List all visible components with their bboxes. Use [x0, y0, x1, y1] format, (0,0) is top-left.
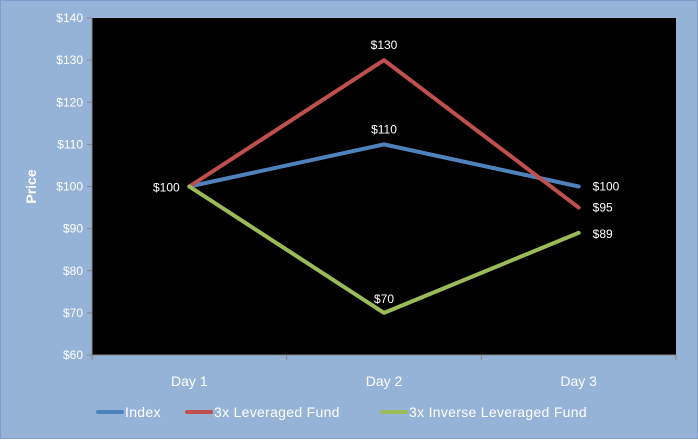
data-label: $89	[593, 227, 613, 241]
legend-label: 3x Inverse Leveraged Fund	[409, 404, 587, 420]
y-tick-label: $90	[63, 222, 83, 236]
series-line-2	[187, 58, 581, 210]
y-tick-label: $60	[63, 348, 83, 362]
y-tick-label: $80	[63, 264, 83, 278]
data-label: $95	[593, 201, 613, 215]
data-label: $70	[374, 292, 394, 306]
y-tick-label: $120	[56, 95, 83, 109]
data-label: $130	[371, 38, 398, 52]
y-tick-label: $100	[56, 180, 83, 194]
y-tick-label: $140	[56, 11, 83, 25]
data-label: $110	[371, 122, 397, 136]
x-tick-label: Day 2	[366, 373, 403, 389]
y-axis-title: Price	[23, 169, 39, 203]
y-tick-label: $110	[57, 137, 83, 151]
legend-label: Index	[125, 404, 161, 420]
data-label: $100	[153, 181, 180, 195]
series-line-3	[187, 184, 581, 315]
y-tick-label: $70	[63, 306, 83, 320]
series-line-1	[187, 142, 581, 189]
y-tick-label: $130	[56, 53, 83, 67]
x-tick-label: Day 1	[171, 373, 208, 389]
x-tick-label: Day 3	[560, 373, 597, 389]
data-label: $100	[593, 180, 620, 194]
legend-label: 3x Leveraged Fund	[214, 404, 340, 420]
